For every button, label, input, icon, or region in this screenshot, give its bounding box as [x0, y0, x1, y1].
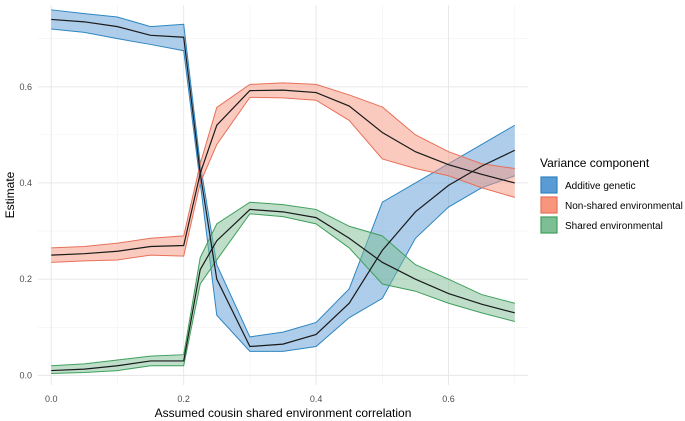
- series-line-1: [51, 89, 515, 256]
- series-line-0: [51, 18, 516, 348]
- legend: Variance component Additive genetic Non-s…: [540, 156, 683, 234]
- x-axis-title: Assumed cousin shared environment correl…: [155, 406, 412, 420]
- legend-label: Additive genetic: [565, 181, 636, 192]
- ticks: 0.0 0.2 0.4 0.6 0.0 0.2 0.4 0.6: [19, 82, 454, 404]
- legend-swatch: [540, 196, 558, 214]
- ribbon-upper-edge-1: [51, 82, 515, 249]
- ribbon-upper-edge-2: [51, 201, 515, 367]
- ribbon-1: [51, 82, 515, 263]
- y-tick-label: 0.2: [19, 274, 32, 284]
- legend-label: Shared environmental: [565, 221, 663, 232]
- y-tick-label: 0.6: [19, 82, 32, 92]
- ribbon-upper-edge-0: [51, 9, 516, 338]
- legend-label: Non-shared environmental: [565, 201, 683, 212]
- y-tick-label: 0.0: [19, 370, 32, 380]
- legend-swatch: [540, 216, 558, 234]
- x-tick-label: 0.0: [45, 394, 58, 404]
- x-tick-label: 0.6: [442, 394, 455, 404]
- ribbon-lower-edge-1: [51, 96, 515, 263]
- x-tick-label: 0.2: [177, 394, 190, 404]
- y-axis-title: Estimate: [3, 171, 17, 218]
- ribbon-lower-edge-0: [51, 28, 515, 352]
- x-tick-label: 0.4: [310, 394, 323, 404]
- legend-title: Variance component: [540, 156, 650, 170]
- ribbon-2: [51, 202, 515, 374]
- series-line-2: [51, 208, 515, 372]
- ribbons: [51, 9, 516, 374]
- ribbon-lower-edge-2: [51, 213, 515, 374]
- legend-swatch: [540, 176, 558, 194]
- lines: [51, 18, 516, 372]
- y-tick-label: 0.4: [19, 178, 32, 188]
